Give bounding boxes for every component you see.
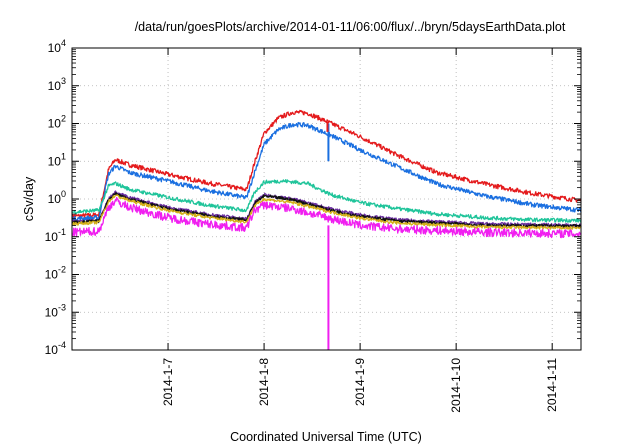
chart-title: /data/run/goesPlots/archive/2014-01-11/0… [135, 20, 566, 34]
x-tick-label: 2014-1-11 [545, 358, 559, 412]
x-tick-labels: 2014-1-7 2014-1-8 2014-1-9 2014-1-10 2014-1-… [161, 358, 559, 413]
series-line-7 [71, 196, 582, 239]
x-tick-label: 2014-1-7 [161, 358, 175, 406]
y-tick-label: 103 [48, 76, 66, 93]
x-tick-label: 2014-1-9 [353, 358, 367, 406]
y-axis-label: cSv/day [22, 176, 36, 221]
series-line-6 [71, 194, 582, 230]
series-line-3 [71, 179, 582, 223]
y-tick-label: 10-4 [45, 340, 66, 357]
y-tick-label: 10-1 [45, 227, 66, 244]
y-tick-labels: 10-4 10-3 10-2 10-1 100 101 102 103 104 [45, 38, 66, 357]
axis-ticks [72, 47, 581, 351]
x-tick-label: 2014-1-8 [257, 358, 271, 406]
y-tick-label: 10-2 [45, 265, 66, 282]
x-tick-label: 2014-1-10 [449, 358, 463, 413]
x-axis-label: Coordinated Universal Time (UTC) [230, 430, 422, 444]
y-tick-label: 100 [48, 189, 66, 206]
y-tick-label: 101 [48, 151, 66, 168]
y-tick-label: 10-3 [45, 302, 66, 319]
series-line-2 [71, 121, 582, 222]
y-tick-label: 104 [48, 38, 66, 55]
gridlines [72, 48, 581, 350]
annotations-layer [326, 121, 330, 350]
y-tick-label: 102 [48, 114, 66, 131]
